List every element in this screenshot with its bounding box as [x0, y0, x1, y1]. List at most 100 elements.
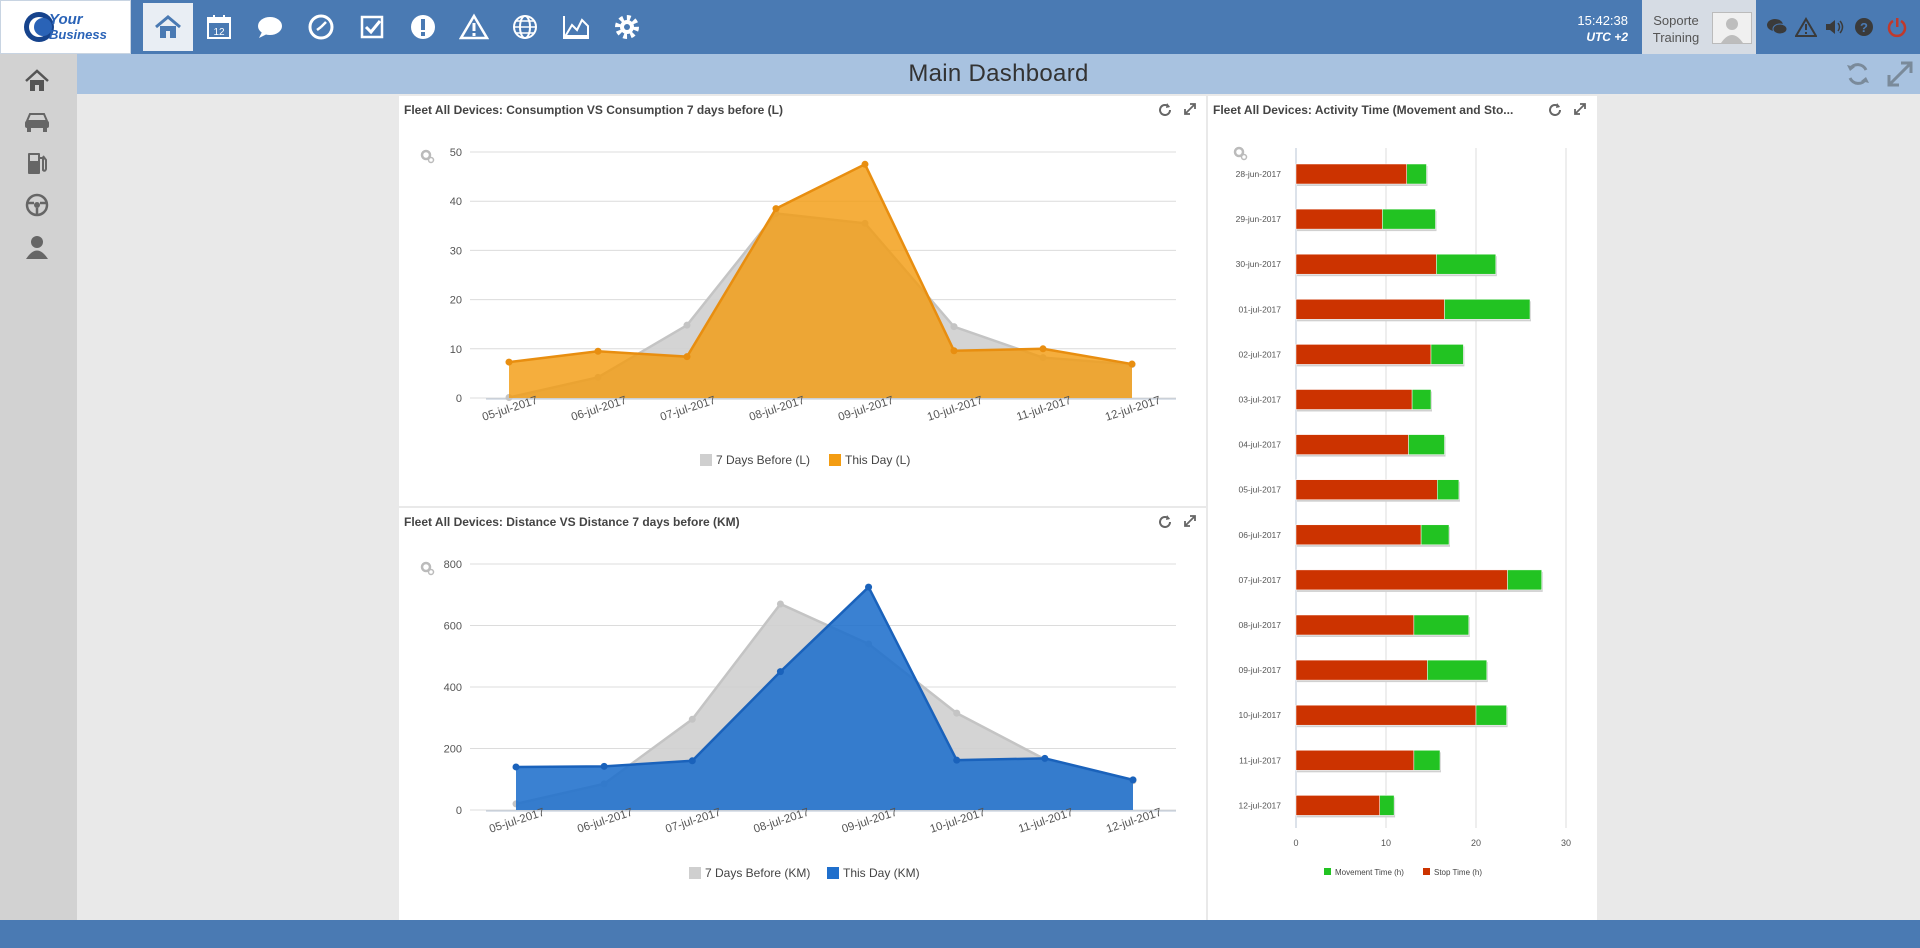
y-tick-label: 28-jun-2017: [1236, 169, 1282, 179]
y-tick-label: 11-jul-2017: [1239, 755, 1281, 765]
help-icon[interactable]: ?: [1851, 14, 1877, 40]
fullscreen-icon[interactable]: [1884, 58, 1916, 90]
movement-time-bar: [1444, 299, 1531, 320]
expand-icon[interactable]: [1571, 100, 1589, 118]
consumption-panel: Fleet All Devices: Consumption VS Consum…: [399, 96, 1206, 506]
stop-time-bar: [1295, 253, 1437, 275]
chat-bubbles-icon[interactable]: [1764, 14, 1790, 40]
movement-time-bar: [1475, 704, 1507, 726]
dashboard-title-bar: Main Dashboard: [77, 54, 1920, 94]
stop-time-bar: [1295, 208, 1383, 230]
y-tick-label: 12-jul-2017: [1238, 800, 1281, 810]
x-tick-label: 30: [1561, 838, 1571, 848]
page-title: Main Dashboard: [908, 60, 1089, 87]
y-tick-label: 200: [444, 744, 462, 756]
data-point: [950, 323, 958, 331]
data-point: [861, 160, 869, 168]
expand-icon[interactable]: [1181, 100, 1199, 118]
legend-swatch: [1324, 868, 1331, 875]
movement-time-bar: [1420, 524, 1450, 546]
movement-time-bar: [1408, 434, 1445, 455]
refresh-icon[interactable]: [1156, 512, 1174, 530]
legend-swatch: [829, 454, 841, 466]
sidebar-home-icon[interactable]: [22, 66, 52, 96]
y-tick-label: 10: [450, 344, 462, 356]
stop-time-bar: [1295, 524, 1422, 546]
data-point: [683, 321, 691, 329]
y-tick-label: 50: [450, 147, 462, 159]
volume-icon[interactable]: [1822, 14, 1848, 40]
expand-icon[interactable]: [1181, 512, 1199, 530]
refresh-icon[interactable]: [1546, 100, 1564, 118]
y-tick-label: 30: [450, 245, 462, 257]
stop-time-bar: [1295, 704, 1477, 726]
movement-time-bar: [1411, 389, 1432, 410]
chart-menu-gear-icon: [427, 156, 435, 164]
data-point: [865, 583, 873, 591]
y-tick-label: 0: [456, 805, 462, 817]
user-menu[interactable]: Soporte Training: [1642, 0, 1756, 54]
y-tick-label: 0: [456, 393, 462, 405]
clock: 15:42:38 UTC +2: [1540, 12, 1628, 46]
legend-label: 7 Days Before (KM): [705, 866, 810, 880]
clock-time: 15:42:38: [1577, 13, 1628, 28]
y-tick-label: 04-jul-2017: [1238, 440, 1281, 450]
refresh-all-icon[interactable]: [1842, 58, 1874, 90]
nav-alert-icon[interactable]: [398, 3, 448, 51]
data-point: [953, 756, 961, 764]
movement-time-bar: [1430, 344, 1464, 365]
data-point: [953, 709, 961, 717]
movement-time-bar: [1379, 795, 1395, 816]
activity-panel: Fleet All Devices: Activity Time (Moveme…: [1208, 96, 1597, 920]
nav-chat-icon[interactable]: [245, 3, 295, 51]
user-name-line2: Training: [1652, 30, 1700, 45]
calendar-day: 12: [213, 27, 225, 38]
nav-warning-icon[interactable]: [449, 3, 499, 51]
stop-time-bar: [1295, 795, 1380, 816]
series-area-2: [509, 164, 1132, 398]
legend-swatch: [689, 867, 701, 879]
nav-chart-icon[interactable]: [551, 3, 601, 51]
avatar[interactable]: [1712, 12, 1752, 44]
legend-swatch: [700, 454, 712, 466]
data-point: [776, 668, 784, 676]
power-icon[interactable]: [1884, 14, 1910, 40]
y-tick-label: 09-jul-2017: [1238, 665, 1281, 675]
footer-bar: [0, 920, 1920, 948]
nav-clock-icon[interactable]: [296, 3, 346, 51]
refresh-icon[interactable]: [1156, 100, 1174, 118]
sidebar-steering-wheel-icon[interactable]: [22, 190, 52, 220]
stop-time-bar: [1295, 659, 1428, 681]
y-tick-label: 20: [450, 295, 462, 307]
legend-label: Stop Time (h): [1434, 868, 1482, 877]
chart-menu-gear-icon: [420, 561, 432, 573]
nav-calendar-icon[interactable]: 12: [194, 3, 244, 51]
legend-label: This Day (KM): [843, 866, 920, 880]
nav-globe-icon[interactable]: [500, 3, 550, 51]
legend-swatch: [827, 867, 839, 879]
company-logo[interactable]: Your Business: [0, 0, 131, 54]
nav-settings-icon[interactable]: [602, 3, 652, 51]
sidebar: [0, 54, 77, 920]
nav-home-icon[interactable]: [143, 3, 193, 51]
stop-time-bar: [1295, 163, 1407, 185]
data-point: [1129, 776, 1137, 784]
sidebar-driver-icon[interactable]: [22, 232, 52, 262]
chart-menu-gear-icon: [1233, 146, 1245, 158]
chart-menu-gear-icon: [427, 568, 435, 576]
data-point: [776, 600, 784, 608]
y-tick-label: 600: [444, 621, 462, 633]
nav-tasks-icon[interactable]: [347, 3, 397, 51]
warning-icon[interactable]: [1793, 14, 1819, 40]
sidebar-car-icon[interactable]: [22, 107, 52, 137]
stop-time-bar: [1295, 614, 1415, 636]
x-tick-label: 0: [1293, 838, 1298, 848]
data-point: [1039, 345, 1047, 353]
y-tick-label: 07-jul-2017: [1238, 575, 1281, 585]
y-tick-label: 06-jul-2017: [1238, 530, 1281, 540]
stop-time-bar: [1295, 479, 1438, 500]
sidebar-fuel-icon[interactable]: [22, 148, 52, 178]
data-point: [505, 358, 513, 366]
top-bar: Your Business 12 15:42:38 UTC +2 Soporte: [0, 0, 1920, 54]
